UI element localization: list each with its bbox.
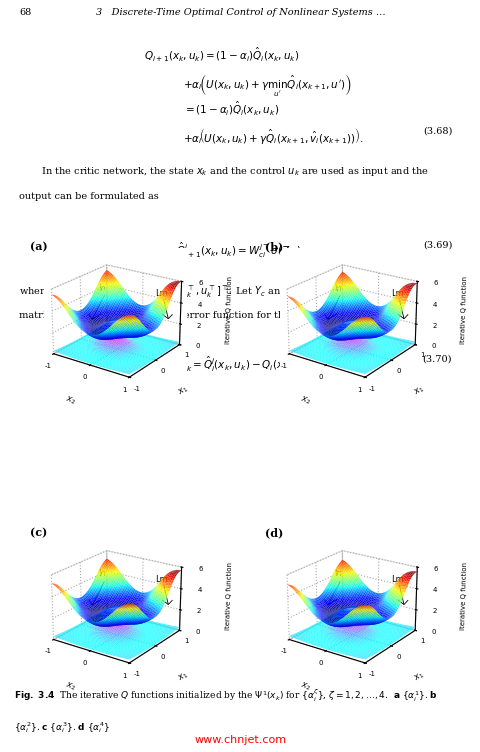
Text: $+ \alpha_i\!\left(U(x_k, u_k) + \gamma \min_{u^{\prime}} \hat{Q}_i(x_{k+1}, u^{: $+ \alpha_i\!\left(U(x_k, u_k) + \gamma …	[182, 72, 351, 99]
Text: $\mathbf{Fig.\ 3.4}$  The iterative $Q$ functions initialized by the $\Psi^1(x_k: $\mathbf{Fig.\ 3.4}$ The iterative $Q$ f…	[14, 687, 437, 704]
Text: (3.69): (3.69)	[422, 241, 451, 250]
Text: (b): (b)	[265, 241, 283, 252]
Text: (c): (c)	[30, 526, 47, 538]
X-axis label: $x_2$: $x_2$	[299, 394, 312, 407]
Text: where $Z_{ck} = Y_c^{\top} Z_k + b_c$ and $\mathcal{Z}_k = [x_k^{\top}, u_k^{\to: where $Z_{ck} = Y_c^{\top} Z_k + b_c$ an…	[19, 284, 401, 300]
Text: www.chnjet.com: www.chnjet.com	[194, 735, 286, 744]
Y-axis label: $x_1$: $x_1$	[411, 384, 425, 399]
X-axis label: $x_2$: $x_2$	[299, 680, 312, 693]
X-axis label: $x_2$: $x_2$	[63, 680, 76, 693]
Y-axis label: $x_1$: $x_1$	[176, 384, 190, 399]
Text: $e^j_{ci,k} = \hat{Q}^j_i(x_k, u_k) - Q_i(x_k, u_k).$: $e^j_{ci,k} = \hat{Q}^j_i(x_k, u_k) - Q_…	[169, 354, 311, 374]
Text: 3   Discrete-Time Optimal Control of Nonlinear Systems …: 3 Discrete-Time Optimal Control of Nonli…	[96, 8, 384, 17]
Text: 68: 68	[19, 8, 31, 17]
Text: (3.68): (3.68)	[422, 126, 451, 135]
Text: $\hat{Q}^j_{i+1}(x_k, u_k) = W^{j\top}_{ci}\sigma(Z_{ck}),$: $\hat{Q}^j_{i+1}(x_k, u_k) = W^{j\top}_{…	[176, 241, 304, 259]
Text: $Q_{i+1}(x_k, u_k) = (1 - \alpha_i)\hat{Q}_i(x_k, u_k)$: $Q_{i+1}(x_k, u_k) = (1 - \alpha_i)\hat{…	[144, 45, 299, 63]
Text: (a): (a)	[30, 241, 47, 252]
Text: $+ \alpha_i\!\left(U(x_k, u_k) + \gamma\hat{Q}_i(x_{k+1}, \hat{v}_i(x_{k+1}))\ri: $+ \alpha_i\!\left(U(x_k, u_k) + \gamma\…	[182, 126, 362, 147]
Text: In the critic network, the state $x_k$ and the control $u_k$ are used as input a: In the critic network, the state $x_k$ a…	[29, 165, 428, 177]
Text: matrix and threshold. Define the error function for the critic network as: matrix and threshold. Define the error f…	[19, 311, 376, 320]
Text: (d): (d)	[265, 526, 283, 538]
Y-axis label: $x_1$: $x_1$	[411, 669, 425, 684]
Text: $\{\alpha_i^2\}$. $\mathbf{c}$ $\{\alpha_i^3\}$. $\mathbf{d}$ $\{\alpha_i^4\}$: $\{\alpha_i^2\}$. $\mathbf{c}$ $\{\alpha…	[14, 720, 110, 735]
X-axis label: $x_2$: $x_2$	[63, 394, 76, 407]
Text: (3.70): (3.70)	[422, 354, 451, 363]
Text: $= (1 - \alpha_i)\hat{Q}_i(x_k, u_k)$: $= (1 - \alpha_i)\hat{Q}_i(x_k, u_k)$	[182, 99, 278, 117]
Text: output can be formulated as: output can be formulated as	[19, 192, 159, 201]
Y-axis label: $x_1$: $x_1$	[176, 669, 190, 684]
